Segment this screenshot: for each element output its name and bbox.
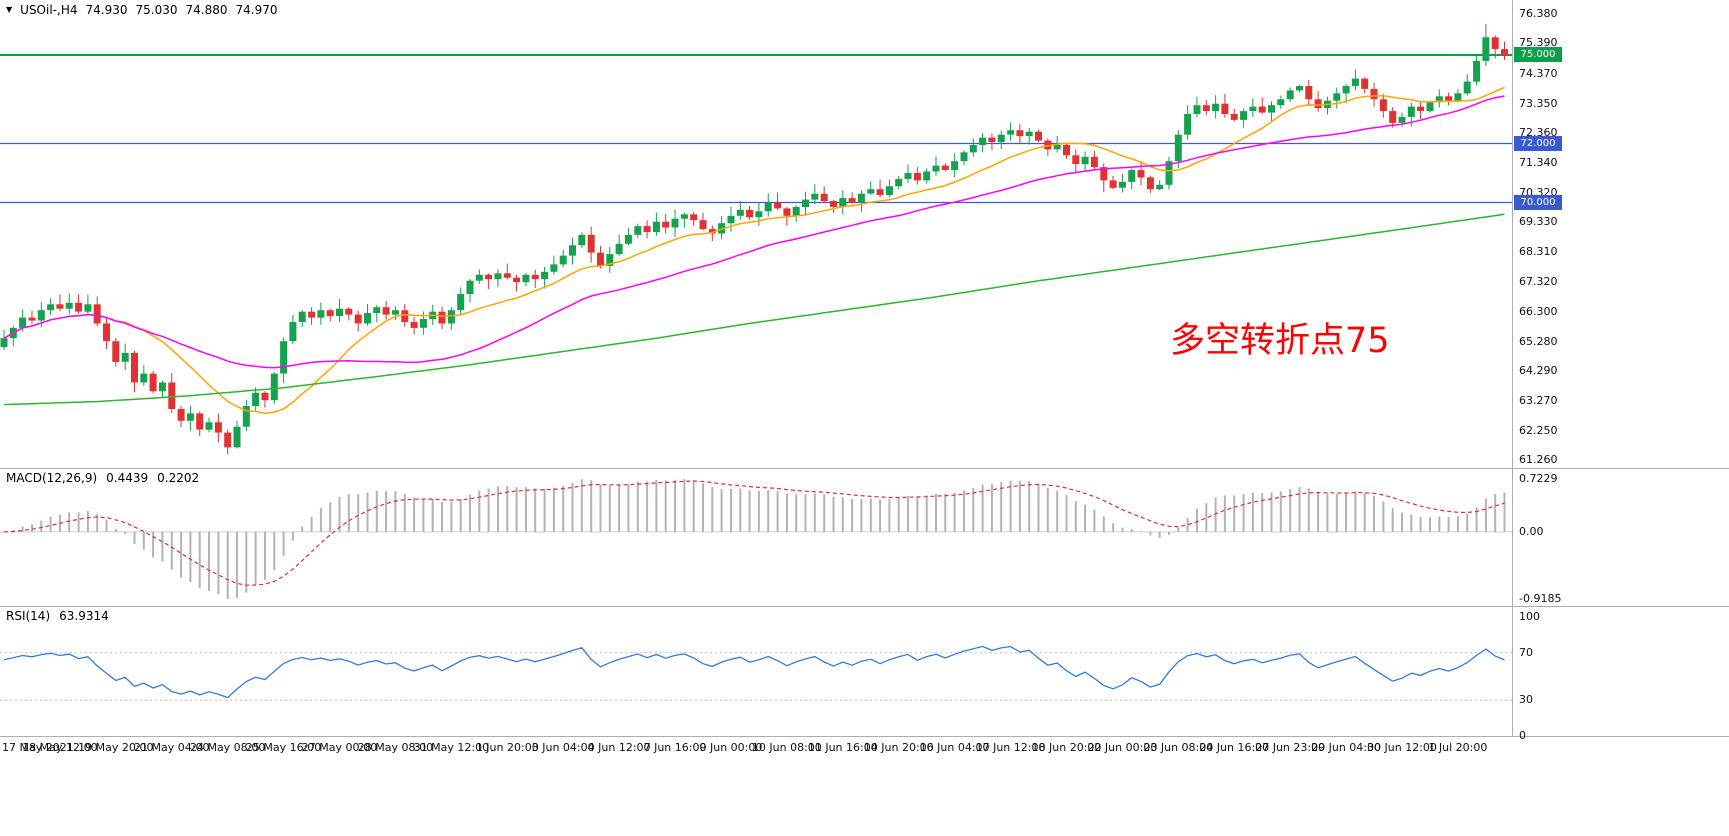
- time-tick-label: 24 May 08:00: [189, 741, 266, 754]
- rsi-tick-label: 30: [1519, 693, 1533, 707]
- time-tick-label: 19 May 20:00: [78, 741, 154, 754]
- price-tick-label: 61.260: [1519, 453, 1558, 467]
- ma-line-fast: [3, 86, 1505, 415]
- rsi-name: RSI(14): [6, 609, 51, 623]
- time-tick-label: 9 Jun 00:00: [699, 741, 763, 754]
- time-tick-label: 11 Jun 16:00: [807, 741, 878, 754]
- price-tick-label: 65.280: [1519, 334, 1558, 348]
- time-tick-label: 21 May 04:00: [134, 741, 210, 754]
- rsi-line: [3, 645, 1505, 699]
- time-tick-label: 18 May 12:00: [22, 741, 98, 754]
- macd-panel-canvas[interactable]: [0, 469, 1512, 606]
- rsi-label: RSI(14) 63.9314: [6, 609, 109, 623]
- macd-tick-label: 0.7229: [1519, 472, 1558, 485]
- price-tick-label: 66.300: [1519, 304, 1558, 318]
- price-tick-label: 63.270: [1519, 394, 1558, 408]
- price-tick-label: 67.320: [1519, 274, 1558, 288]
- ma-line-medium: [3, 95, 1505, 369]
- macd-main-value: 0.4439: [106, 471, 149, 485]
- time-tick-label: 28 May 08:00: [357, 741, 434, 754]
- symbol-ohlc-header: ▼ USOil-,H4 74.930 75.030 74.880 74.970: [6, 3, 277, 17]
- price-tick-label: 68.310: [1519, 245, 1558, 259]
- price-tick-label: 62.250: [1519, 424, 1558, 438]
- price-tick-label: 69.330: [1519, 215, 1558, 229]
- ohlc-high-value: 75.030: [135, 3, 178, 17]
- time-tick-label: 17 May 2021: [2, 741, 74, 754]
- rsi-tick-label: 0: [1519, 729, 1526, 742]
- price-tick-label: 74.370: [1519, 66, 1558, 80]
- time-tick-label: 4 Jun 12:00: [587, 741, 651, 754]
- panel-separator-rsi[interactable]: [0, 606, 1729, 607]
- price-tick-label: 75.390: [1519, 36, 1558, 50]
- macd-signal-line: [3, 480, 1505, 586]
- time-axis[interactable]: 17 May 2021 18 May 12:00 19 May 20:00 21 Ma…: [0, 738, 1729, 760]
- time-tick-label: 22 Jun 00:00: [1087, 741, 1158, 754]
- price-level-badge[interactable]: 70.000: [1514, 194, 1562, 210]
- time-tick-label: 18 Jun 20:00: [1031, 741, 1102, 754]
- macd-signal-value: 0.2202: [157, 471, 200, 485]
- ohlc-open-value: 74.930: [85, 3, 128, 17]
- panel-separator-time: [0, 736, 1729, 737]
- ma-line-slow: [3, 213, 1505, 406]
- time-tick-label: 29 Jun 04:00: [1311, 741, 1382, 754]
- time-tick-label: 27 May 00:00: [301, 741, 378, 754]
- price-level-badge[interactable]: 75.000: [1514, 47, 1562, 62]
- panel-separator-macd[interactable]: [0, 468, 1729, 469]
- macd-tick-label: -0.9185: [1519, 592, 1562, 605]
- time-tick-label: 24 Jun 16:00: [1199, 741, 1270, 754]
- price-axis[interactable]: 76.380 75.390 74.370 73.350 72.360 71.340 70.3…: [1512, 0, 1729, 742]
- time-tick-label: 17 Jun 12:00: [975, 741, 1046, 754]
- price-chart-canvas[interactable]: [0, 0, 1512, 468]
- macd-tick-label: 0.00: [1519, 524, 1544, 538]
- price-level-badge[interactable]: 72.000: [1514, 135, 1562, 151]
- macd-label: MACD(12,26,9) 0.4439 0.2202: [6, 471, 199, 485]
- macd-name: MACD(12,26,9): [6, 471, 98, 485]
- annotation-text[interactable]: 多空转折点75: [1170, 321, 1390, 361]
- candlesticks: [0, 24, 1508, 455]
- price-tick-label: 73.350: [1519, 96, 1558, 110]
- ohlc-low-value: 74.880: [185, 3, 228, 17]
- time-tick-label: 3 Jun 04:00: [531, 741, 595, 754]
- rsi-tick-label: 70: [1519, 645, 1533, 659]
- time-tick-label: 1 Jul 20:00: [1428, 741, 1488, 754]
- rsi-panel-canvas[interactable]: [0, 607, 1512, 736]
- chart-marker-icon: ▼: [6, 5, 13, 14]
- price-tick-label: 64.290: [1519, 363, 1558, 377]
- time-tick-label: 23 Jun 08:00: [1143, 741, 1214, 754]
- time-tick-label: 7 Jun 16:00: [643, 741, 707, 754]
- price-tick-label: 76.380: [1519, 7, 1558, 21]
- time-tick-label: 10 Jun 08:00: [751, 741, 822, 754]
- price-tick-label: 71.340: [1519, 155, 1558, 169]
- symbol-timeframe-label: USOil-,H4: [20, 3, 78, 17]
- time-tick-label: 30 Jun 12:00: [1367, 741, 1437, 754]
- ohlc-close-value: 74.970: [235, 3, 278, 17]
- price-axis-separator: [1512, 0, 1513, 736]
- time-tick-label: 31 May 12:00: [413, 741, 490, 754]
- rsi-value: 63.9314: [59, 609, 109, 623]
- time-tick-label: 16 Jun 04:00: [919, 741, 990, 754]
- rsi-tick-label: 100: [1519, 610, 1540, 623]
- time-tick-label: 25 May 16:00: [245, 741, 322, 754]
- time-tick-label: 1 Jun 20:00: [475, 741, 539, 754]
- time-tick-label: 14 Jun 20:00: [863, 741, 934, 754]
- time-tick-label: 27 Jun 23:00: [1255, 741, 1326, 754]
- macd-histogram: [12, 479, 1506, 599]
